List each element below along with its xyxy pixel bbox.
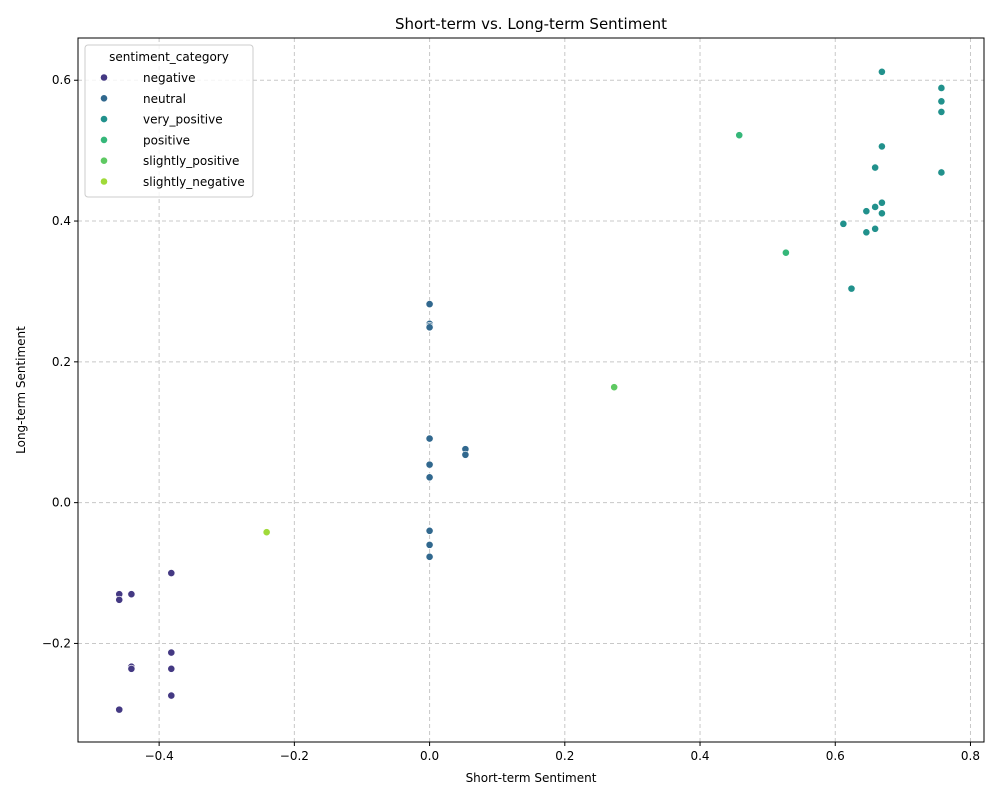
data-point-neutral <box>425 460 434 469</box>
legend: sentiment_category negative neutral very_p… <box>84 44 254 198</box>
data-point-very_positive <box>937 168 946 177</box>
data-point-negative <box>115 595 124 604</box>
data-point-very_positive <box>878 209 886 218</box>
legend-marker <box>100 73 108 82</box>
y-tick-label: 0.0 <box>52 496 71 510</box>
legend-marker <box>100 156 108 165</box>
legend-label: very_positive <box>143 113 223 127</box>
data-point-very_positive <box>878 198 886 207</box>
x-tick-label: 0.4 <box>690 749 709 763</box>
x-tick-label: 0.2 <box>555 749 574 763</box>
data-point-very_positive <box>871 224 880 233</box>
data-point-very_positive <box>871 203 880 211</box>
data-point-positive <box>781 248 790 257</box>
x-axis-label: Short-term Sentiment <box>466 771 597 785</box>
data-point-neutral <box>425 434 434 443</box>
legend-marker <box>100 177 108 186</box>
data-point-neutral <box>425 473 434 482</box>
data-point-negative <box>167 648 176 657</box>
legend-marker <box>100 135 108 144</box>
legend-label: negative <box>143 71 195 85</box>
data-point-negative <box>167 569 176 577</box>
data-point-neutral <box>425 300 434 309</box>
data-point-very_positive <box>937 97 946 106</box>
data-point-very_positive <box>862 207 871 216</box>
legend-items: negative neutral very_positive positive slig… <box>100 71 245 189</box>
y-tick-label: 0.4 <box>52 214 71 228</box>
y-tick-label: 0.2 <box>52 355 71 369</box>
legend-label: slightly_negative <box>143 175 245 189</box>
legend-label: neutral <box>143 92 186 106</box>
legend-title: sentiment_category <box>109 50 229 64</box>
data-point-very_positive <box>862 228 871 237</box>
data-point-positive <box>735 131 744 140</box>
data-point-negative <box>127 590 136 599</box>
x-tick-label: 0.0 <box>420 749 439 763</box>
x-tick-label: 0.8 <box>961 749 980 763</box>
data-point-very_positive <box>937 108 946 116</box>
plot-frame <box>77 37 985 743</box>
data-point-very_positive <box>839 219 848 228</box>
data-point-very_positive <box>878 67 886 76</box>
data-point-very_positive <box>878 142 886 151</box>
legend-label: positive <box>143 133 190 147</box>
data-point-slightly_positive <box>610 383 619 392</box>
x-tick-label: −0.2 <box>280 749 309 763</box>
data-point-negative <box>167 691 176 700</box>
x-tick-label: 0.6 <box>826 749 845 763</box>
data-point-very_positive <box>847 284 856 293</box>
legend-marker <box>100 94 108 103</box>
data-point-neutral <box>425 323 434 332</box>
data-points <box>115 67 946 714</box>
data-point-neutral <box>425 552 434 561</box>
legend-box <box>84 44 254 198</box>
legend-label: slightly_positive <box>143 154 239 168</box>
data-point-very_positive <box>937 84 946 92</box>
y-tick-label: 0.6 <box>52 73 71 87</box>
data-point-negative <box>167 664 176 673</box>
chart-title: Short-term vs. Long-term Sentiment <box>395 15 667 33</box>
data-point-neutral <box>425 540 434 549</box>
y-tick-label: −0.2 <box>42 636 71 650</box>
data-point-negative <box>127 664 136 673</box>
data-point-neutral <box>425 526 434 535</box>
x-tick-label: −0.4 <box>145 749 174 763</box>
data-point-negative <box>115 705 124 714</box>
data-point-very_positive <box>871 163 880 172</box>
axis-ticks: −0.4 −0.2 0.0 0.2 0.4 0.6 0.8 −0.2 0.0 0.2 0.4 0.6 <box>42 73 980 763</box>
data-point-slightly_negative <box>262 528 271 537</box>
legend-marker <box>100 115 108 123</box>
data-point-neutral <box>461 450 470 459</box>
y-axis-label: Long-term Sentiment <box>14 326 28 454</box>
